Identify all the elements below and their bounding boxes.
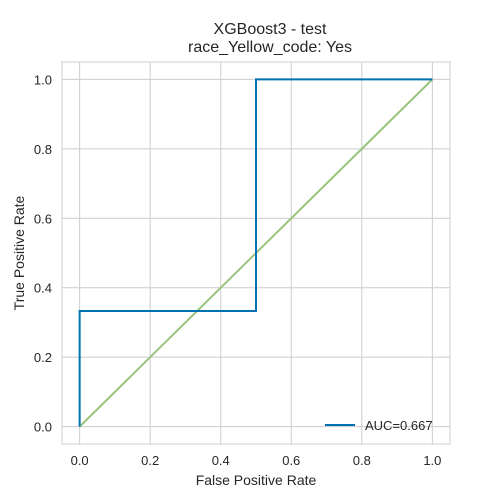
x-tick-label: 0.2 [141, 453, 159, 468]
y-tick-label: 0.4 [34, 281, 52, 296]
y-tick-label: 0.8 [34, 142, 52, 157]
x-tick-label: 1.0 [423, 453, 441, 468]
x-tick-label: 0.0 [71, 453, 89, 468]
series-layer [78, 78, 434, 428]
y-tick-label: 0.2 [34, 350, 52, 365]
chart-title: XGBoost3 - test [214, 21, 327, 38]
y-tick-label: 0.0 [34, 420, 52, 435]
y-tick-labels: 0.0 0.2 0.4 0.6 0.8 1.0 [34, 72, 52, 434]
legend-label-roc: AUC=0.667 [365, 418, 433, 433]
roc-curve-line [78, 78, 433, 427]
chart-subtitle: race_Yellow_code: Yes [188, 39, 352, 56]
y-tick-label: 1.0 [34, 72, 52, 87]
x-axis-label: False Positive Rate [196, 472, 317, 488]
y-tick-label: 0.6 [34, 211, 52, 226]
plot-area [61, 61, 451, 445]
x-tick-labels: 0.0 0.2 0.4 0.6 0.8 1.0 [71, 453, 442, 468]
x-tick-label: 0.4 [212, 453, 230, 468]
x-tick-label: 0.8 [353, 453, 371, 468]
y-axis-label: True Positive Rate [11, 195, 27, 310]
legend: AUC=0.667 [325, 418, 433, 433]
x-tick-label: 0.6 [282, 453, 300, 468]
